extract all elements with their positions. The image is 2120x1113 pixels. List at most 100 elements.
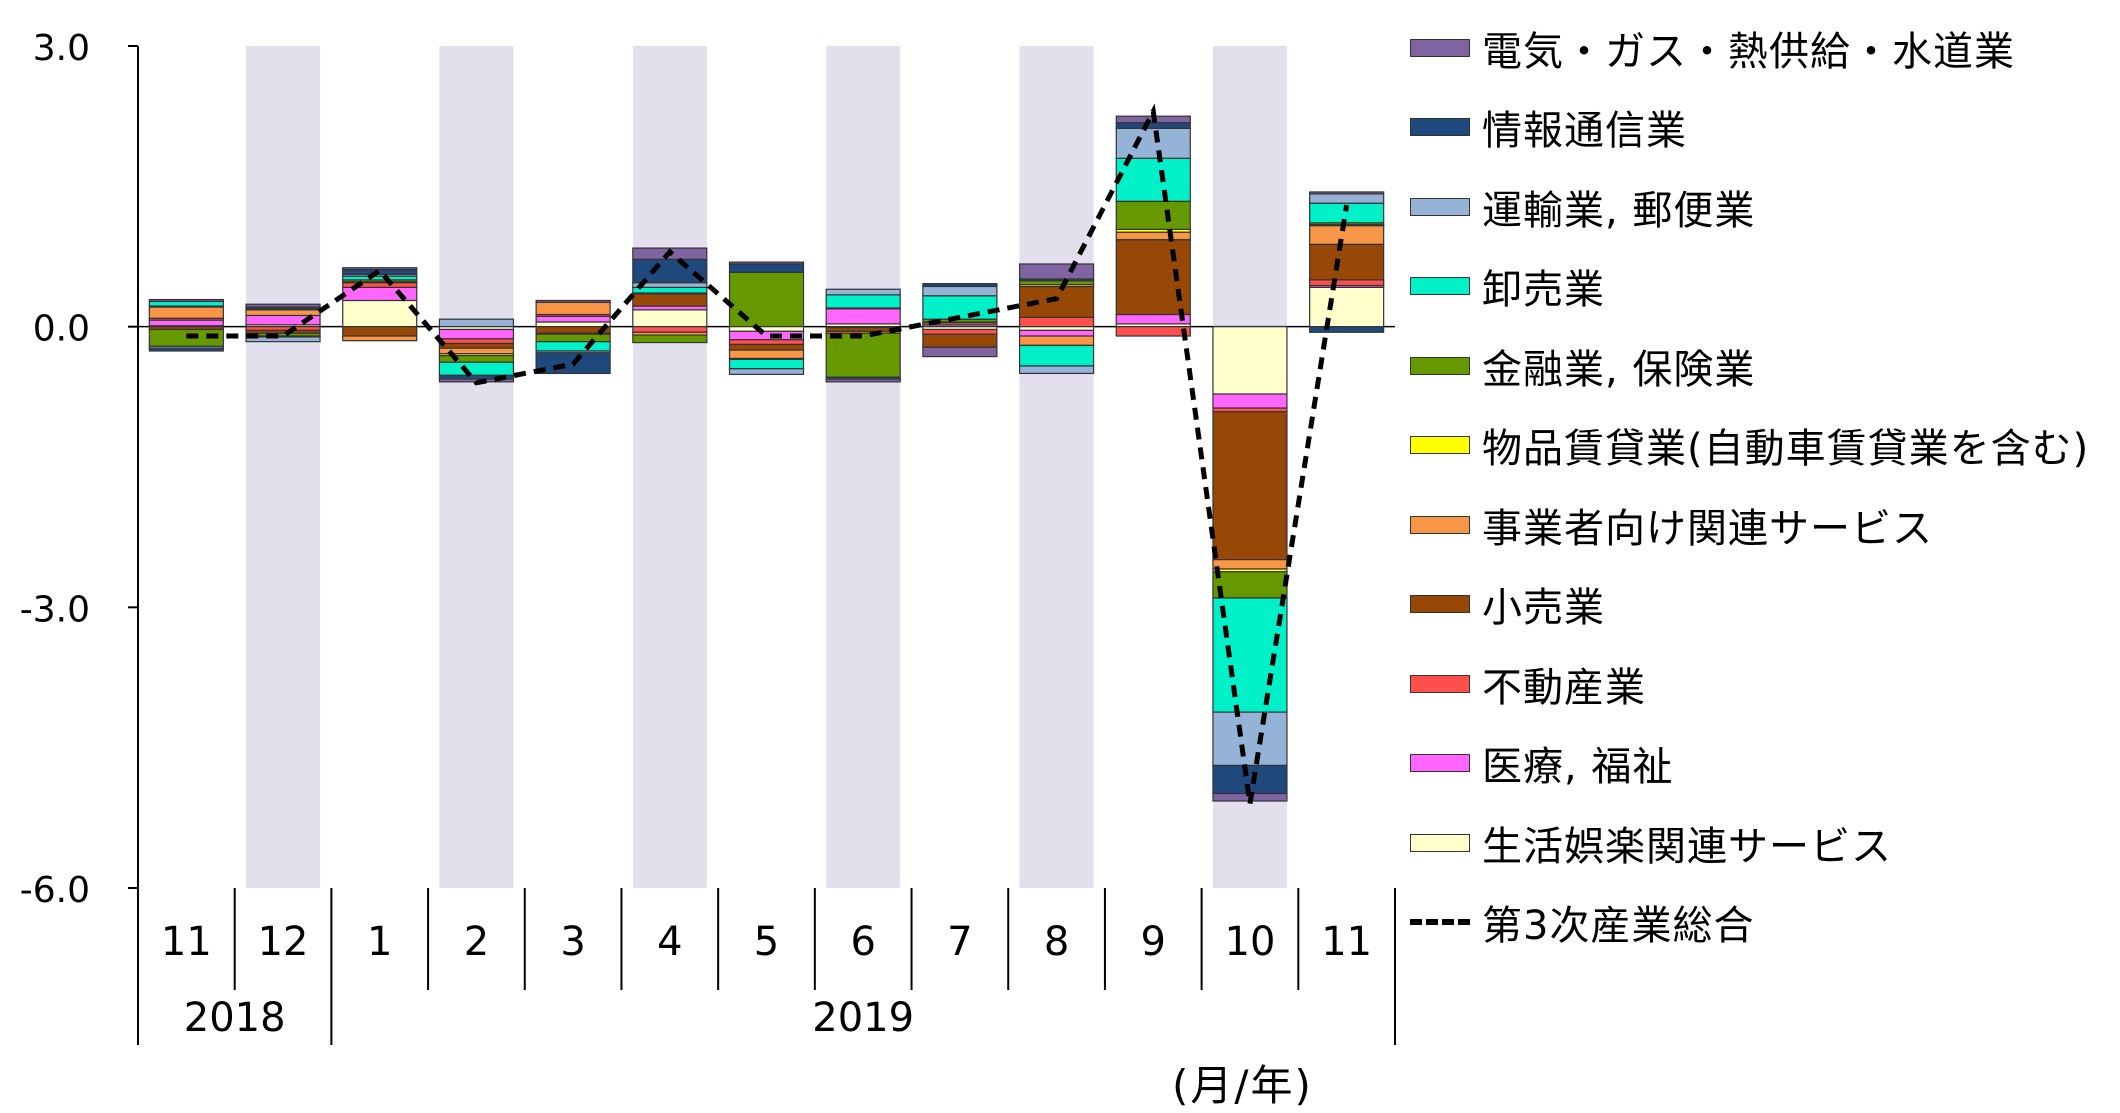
bar-segment	[342, 268, 418, 275]
bar-segment	[1018, 365, 1095, 375]
bar-segment	[825, 308, 901, 325]
bar-segment	[728, 261, 805, 265]
bar-segment	[438, 361, 515, 376]
legend-item: 生活娯楽関連サービス	[1410, 803, 2120, 883]
bar-segment	[632, 334, 708, 344]
axes	[128, 45, 1396, 1045]
bar-segment	[728, 339, 805, 346]
bar-segment	[148, 300, 224, 307]
shade-band	[826, 46, 901, 888]
legend-label: 生活娯楽関連サービス	[1482, 823, 1892, 870]
bar-segment	[1115, 200, 1191, 230]
x-month-label: 12	[258, 919, 309, 965]
bar-segment	[825, 294, 901, 309]
bar-segment	[342, 267, 418, 271]
legend-label: 情報通信業	[1482, 108, 1687, 155]
bar-segment	[1309, 225, 1385, 245]
bar-segment	[1115, 127, 1191, 159]
x-month-label: 2	[464, 919, 489, 965]
bar-segment	[245, 309, 321, 317]
x-month-label: 7	[947, 919, 972, 965]
x-month-label: 10	[1225, 919, 1276, 965]
x-month-label: 6	[850, 919, 875, 965]
bar-segment	[728, 326, 805, 332]
bar-segment	[1115, 122, 1191, 129]
bar-segment	[728, 263, 805, 274]
legend-label: 医療, 福祉	[1482, 744, 1674, 791]
legend-label: 金融業, 保険業	[1482, 346, 1756, 393]
bar-segment	[535, 299, 611, 303]
legend-item: 電気・ガス・熱供給・水道業	[1410, 8, 2120, 88]
legend-label: 電気・ガス・熱供給・水道業	[1482, 28, 2015, 75]
bar-segment	[148, 319, 224, 327]
bar-segment	[922, 328, 998, 335]
bar-segment	[1309, 243, 1385, 281]
legend-item: 金融業, 保険業	[1410, 326, 2120, 406]
bar-segment	[825, 378, 901, 383]
bar-segment	[535, 301, 611, 316]
bar-segment	[1212, 393, 1288, 409]
y-tick-label: 0.0	[33, 309, 90, 350]
bar-segment	[1309, 326, 1385, 333]
bar-segment	[535, 341, 611, 352]
bar-segment	[342, 299, 418, 328]
bar-segment	[148, 298, 224, 303]
bar-segment	[535, 315, 611, 323]
bar-segment	[535, 321, 611, 328]
legend-label: 物品賃貸業(自動車賃貸業を含む)	[1482, 426, 2090, 473]
bar-segment	[1115, 157, 1191, 202]
bar-segment	[728, 368, 805, 375]
bar-segment	[922, 333, 998, 348]
legend-swatch	[1410, 515, 1470, 534]
bar-segment	[632, 326, 708, 333]
legend-swatch	[1410, 436, 1470, 455]
bar-segment	[148, 347, 224, 352]
y-tick-label: -3.0	[20, 589, 90, 630]
bar-segment	[1212, 326, 1288, 395]
legend-label: 卸売業	[1482, 267, 1605, 314]
bar-segment	[1018, 335, 1095, 346]
total-line-path	[186, 103, 1350, 805]
bar-segment	[1115, 231, 1191, 241]
bar-segment	[1309, 286, 1385, 328]
x-year-label: 2018	[184, 995, 286, 1041]
legend-label: 事業者向け関連サービス	[1482, 505, 1933, 552]
bar-segment	[922, 283, 998, 288]
legend-item: 不動産業	[1410, 644, 2120, 724]
bar-segment	[1212, 411, 1288, 561]
bar-segment	[1115, 326, 1191, 337]
bar-segment	[1018, 263, 1095, 280]
bar-segment	[728, 343, 805, 351]
legend-swatch	[1410, 833, 1470, 852]
bar-segment	[1212, 711, 1288, 767]
bar-segment	[632, 286, 708, 294]
shade-band	[439, 46, 514, 888]
x-axis-unit-label: (月/年)	[1172, 1061, 1313, 1110]
y-tick-label: -6.0	[20, 870, 90, 911]
legend-swatch	[1410, 674, 1470, 693]
legend-label: 小売業	[1482, 585, 1605, 632]
x-month-label: 3	[560, 919, 585, 965]
bar-segment	[728, 349, 805, 360]
shade-band	[246, 46, 321, 888]
bar-segment	[1309, 193, 1385, 204]
bar-segment	[1212, 559, 1288, 570]
x-month-label: 5	[754, 919, 779, 965]
legend-dash-swatch	[1410, 919, 1470, 926]
bar-segment	[1212, 571, 1288, 599]
legend-swatch	[1410, 356, 1470, 375]
bar-segment	[1309, 191, 1385, 195]
bar-segment	[825, 288, 901, 296]
bar-segment	[728, 271, 805, 328]
legend-label: 運輸業, 郵便業	[1482, 187, 1756, 234]
shade-band	[632, 46, 707, 888]
x-month-label: 4	[657, 919, 682, 965]
legend-swatch	[1410, 595, 1470, 614]
x-month-label: 8	[1044, 919, 1069, 965]
legend-swatch	[1410, 38, 1470, 57]
legend-label: 不動産業	[1482, 664, 1646, 711]
bar-segment	[825, 332, 901, 378]
legend-item: 第3次産業総合	[1410, 883, 2120, 963]
